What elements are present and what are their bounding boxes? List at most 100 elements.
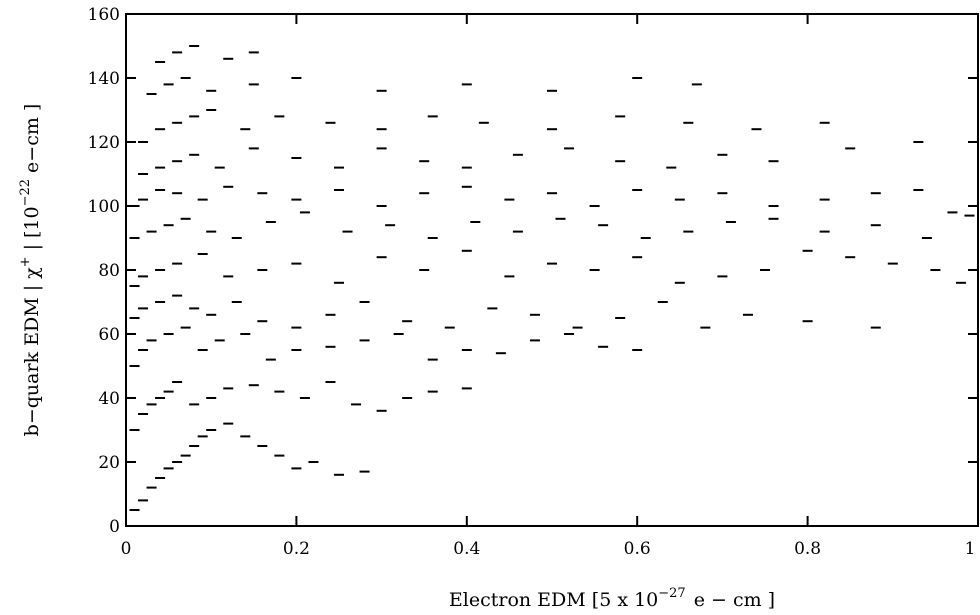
y-axis: 0 20 40 60 80 100 120 140 160: [88, 5, 978, 537]
data-point: [223, 387, 234, 390]
data-point: [138, 198, 149, 201]
data-point: [461, 185, 472, 188]
data-point: [674, 281, 685, 284]
data-point: [138, 173, 149, 175]
data-point: [240, 333, 251, 335]
data-point: [819, 230, 830, 233]
data-point: [427, 358, 438, 361]
data-point: [666, 166, 677, 169]
data-point: [955, 281, 966, 284]
data-point: [674, 198, 685, 201]
data-point: [274, 390, 285, 393]
data-point: [172, 461, 183, 463]
data-point: [155, 397, 166, 399]
data-point: [180, 326, 191, 329]
data-point: [376, 409, 387, 412]
data-point: [334, 189, 344, 191]
data-point: [240, 128, 251, 131]
data-point: [291, 349, 302, 351]
data-point: [870, 224, 881, 227]
data-point: [768, 205, 779, 207]
data-point: [615, 115, 626, 118]
data-point: [172, 294, 183, 297]
y-tick-label: 0: [109, 517, 120, 537]
data-point: [325, 121, 336, 124]
x-axis-title-main: Electron EDM [5 x 10: [449, 589, 658, 611]
data-point: [615, 160, 626, 163]
x-tick-label: 1: [965, 539, 976, 559]
data-point: [598, 345, 609, 348]
data-point: [564, 333, 575, 335]
data-point: [231, 301, 242, 303]
data-point: [146, 339, 157, 342]
data-point: [189, 45, 200, 47]
y-tick-label: 120: [88, 133, 120, 153]
data-point: [155, 269, 166, 271]
data-point: [717, 153, 728, 156]
data-point: [129, 509, 140, 511]
data-point: [240, 435, 251, 438]
data-point: [265, 221, 276, 223]
data-point: [274, 454, 285, 457]
data-point: [598, 224, 609, 227]
data-point: [257, 445, 268, 447]
data-point: [155, 189, 166, 191]
data-point: [223, 57, 234, 60]
data-point: [768, 160, 779, 163]
data-point: [257, 192, 268, 195]
data-point: [265, 358, 276, 361]
data-point: [461, 249, 472, 252]
data-point: [129, 317, 140, 319]
data-point: [163, 333, 174, 335]
data-point: [964, 214, 975, 217]
data-point: [172, 262, 183, 265]
data-point: [572, 326, 583, 329]
data-point: [334, 166, 344, 169]
data-point: [291, 157, 302, 159]
data-point: [299, 397, 310, 399]
y-axis-title-exponent: −22: [18, 179, 33, 206]
data-point: [819, 198, 830, 201]
data-point: [461, 387, 472, 390]
data-point: [802, 320, 813, 323]
data-point: [547, 192, 557, 195]
x-axis: 0 0.2 0.4 0.6 0.8 1: [121, 14, 979, 559]
data-point: [589, 205, 600, 207]
data-point: [419, 160, 430, 163]
data-point: [155, 61, 166, 63]
data-point: [155, 301, 166, 303]
x-axis-title-unit: e − cm ]: [694, 589, 775, 611]
data-point: [146, 93, 157, 95]
data-point: [632, 349, 643, 351]
data-point: [691, 83, 702, 86]
data-point: [802, 249, 813, 252]
data-point: [547, 128, 557, 131]
data-point: [214, 339, 225, 342]
data-point: [376, 147, 387, 150]
x-tick-label: 0.2: [283, 539, 310, 559]
data-point: [206, 89, 217, 92]
x-tick-label: 0: [121, 539, 132, 559]
data-point: [351, 403, 362, 406]
data-point: [504, 198, 515, 201]
x-tick-label: 0.8: [794, 539, 821, 559]
y-tick-label: 80: [98, 261, 120, 281]
data-point: [138, 141, 149, 143]
data-point: [163, 467, 174, 470]
data-points: [129, 45, 975, 511]
data-point: [470, 221, 481, 223]
data-point: [231, 237, 242, 239]
data-point: [248, 83, 259, 86]
data-point: [138, 275, 149, 278]
data-point: [657, 301, 668, 303]
data-point: [257, 320, 268, 323]
data-point: [163, 224, 174, 227]
data-point: [189, 153, 200, 156]
data-point: [751, 128, 762, 131]
y-axis-title-superscript: +: [18, 256, 33, 267]
data-point: [155, 128, 166, 131]
data-point: [359, 470, 370, 473]
data-point: [547, 89, 557, 92]
data-point: [223, 275, 234, 278]
data-point: [214, 166, 225, 169]
